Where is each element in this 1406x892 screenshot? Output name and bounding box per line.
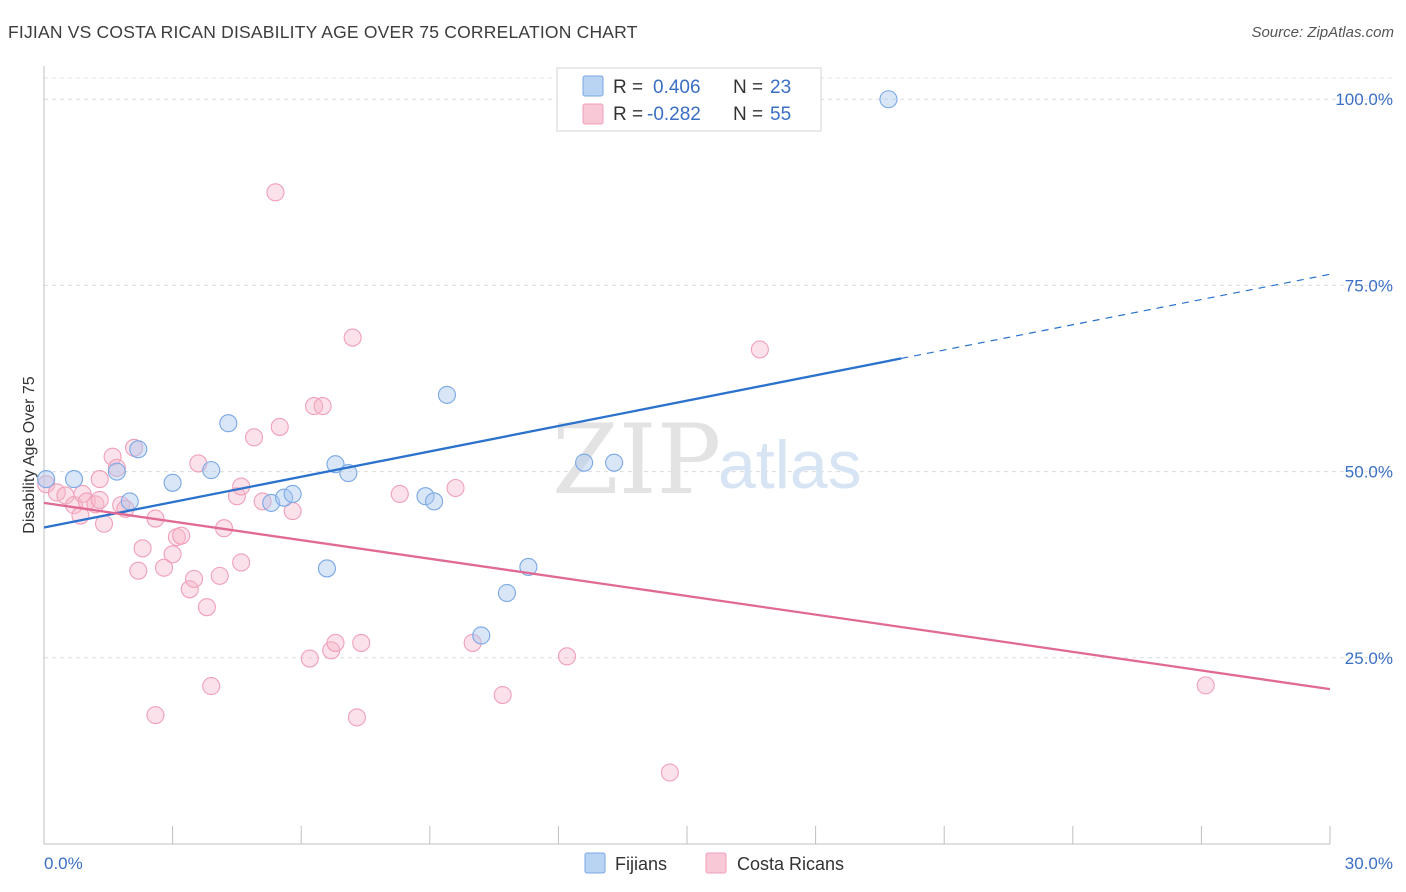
costa-rican-point <box>300 649 319 668</box>
legend-r-value-fijians: 0.406 <box>653 77 701 98</box>
fijian-point <box>275 488 294 507</box>
costa-rican-point <box>184 569 204 588</box>
costa-rican-point <box>90 490 109 509</box>
chart-title: FIJIAN VS COSTA RICAN DISABILITY AGE OVE… <box>8 22 638 42</box>
legend-r-label-fijians: R = <box>613 77 643 98</box>
costa-rican-point <box>390 484 409 504</box>
fijian-point <box>425 492 444 511</box>
fijian-point <box>575 453 594 472</box>
y-tick-label: 100.0% <box>1335 90 1393 109</box>
fijian-point <box>317 559 336 578</box>
costa-rican-point <box>660 763 679 782</box>
fijian-point <box>107 462 126 481</box>
legend-n-value-fijians: 23 <box>770 77 791 98</box>
legend-swatch-fijians <box>582 75 604 97</box>
costa-rican-point <box>343 328 362 347</box>
watermark-atlas: atlas <box>718 427 862 503</box>
fijian-point <box>64 470 84 489</box>
legend-n-value-costa-ricans: 55 <box>770 104 791 125</box>
costa-rican-point <box>172 526 191 545</box>
costa-rican-point <box>103 447 122 466</box>
costa-rican-point <box>163 545 182 564</box>
watermark: ZIP atlas <box>552 404 862 516</box>
costa-rican-point <box>146 706 165 725</box>
fijian-point <box>283 484 302 504</box>
costa-rican-point <box>210 566 229 585</box>
legend-n-label-fijians: N = <box>733 77 763 98</box>
costa-rican-point <box>313 397 332 416</box>
costa-rican-point <box>557 647 577 666</box>
costa-ricans-trend-line <box>43 501 1331 691</box>
trend-lines <box>43 273 1331 691</box>
bottom-legend-label-costa-ricans: Costa Ricans <box>737 854 844 874</box>
costa-rican-point <box>244 428 264 447</box>
series-costa-ricans-points <box>37 183 1215 782</box>
fijians-trend-line <box>43 357 902 529</box>
y-axis-title: Disability Age Over 75 <box>21 376 38 534</box>
fijian-point <box>163 473 182 492</box>
costa-rican-point <box>202 677 221 696</box>
bottom-legend-swatch-fijians <box>584 852 606 874</box>
costa-rican-point <box>493 685 512 705</box>
gridlines <box>44 77 1393 659</box>
y-tick-label: 50.0% <box>1345 463 1393 482</box>
costa-rican-point <box>352 633 371 652</box>
legend-r-value-costa-ricans: -0.282 <box>647 104 701 125</box>
legend-swatch-costa-ricans <box>582 103 604 125</box>
fijian-point <box>129 440 148 459</box>
costa-rican-point <box>270 417 289 436</box>
bottom-legend-swatch-costa-ricans <box>705 852 727 874</box>
source-credit: Source: ZipAtlas.com <box>1251 24 1394 41</box>
costa-rican-point <box>1196 676 1215 695</box>
costa-rican-point <box>227 487 246 506</box>
fijian-point <box>219 414 238 433</box>
costa-rican-point <box>154 558 174 577</box>
costa-rican-point <box>129 561 148 580</box>
x-tick-label-max: 30.0% <box>1345 854 1393 873</box>
fijian-point <box>37 470 56 489</box>
costa-rican-point <box>90 470 109 489</box>
costa-rican-point <box>326 633 345 652</box>
x-tick-label-min: 0.0% <box>44 854 83 873</box>
legend-top: R = 0.406 N = 23 R = -0.282 N = 55 <box>556 67 822 132</box>
fijian-point <box>605 453 624 472</box>
fijians-trend-extension <box>901 273 1331 360</box>
fijian-point <box>879 90 898 109</box>
costa-rican-point <box>266 183 285 202</box>
fijian-point <box>437 385 456 404</box>
series-fijians-points <box>37 90 898 645</box>
y-tick-labels: 25.0% 50.0% 75.0% 100.0% <box>1335 90 1393 668</box>
fijian-point <box>416 487 435 506</box>
bottom-legend-label-fijians: Fijians <box>615 854 667 874</box>
legend-r-label-costa-ricans: R = <box>613 104 643 125</box>
fijian-point <box>497 583 517 603</box>
axes <box>43 66 1331 845</box>
costa-rican-point <box>232 553 251 572</box>
fijian-point <box>120 492 139 511</box>
costa-rican-point <box>133 539 152 558</box>
y-tick-label: 75.0% <box>1345 276 1393 295</box>
fijian-point <box>202 461 221 480</box>
costa-rican-point <box>180 580 199 599</box>
costa-rican-point <box>750 340 769 359</box>
costa-rican-point <box>347 708 366 727</box>
y-tick-label: 25.0% <box>1345 649 1393 668</box>
legend-n-label-costa-ricans: N = <box>733 104 763 125</box>
costa-rican-point <box>446 478 465 498</box>
fijian-point <box>519 557 538 576</box>
fijian-point <box>472 626 491 645</box>
legend-bottom: Fijians Costa Ricans <box>584 852 844 874</box>
costa-rican-point <box>197 598 216 617</box>
